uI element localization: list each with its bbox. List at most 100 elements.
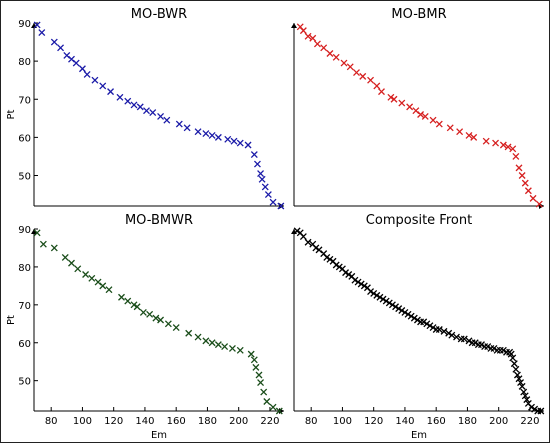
data-point-marker <box>512 152 520 160</box>
panel-title: MO-BMWR <box>125 213 193 228</box>
data-point-marker <box>299 233 307 241</box>
data-point-marker <box>401 308 409 316</box>
x-tick-label: 160 <box>427 416 446 427</box>
data-point-marker <box>496 346 504 354</box>
y-axis-arrow <box>31 229 37 234</box>
data-point-marker <box>149 109 157 117</box>
data-point-marker <box>264 191 272 199</box>
data-point-marker <box>304 238 312 246</box>
data-point-marker <box>257 170 265 178</box>
data-point-marker <box>157 112 165 120</box>
x-tick-label: 220 <box>260 416 279 427</box>
data-point-marker <box>517 379 525 387</box>
y-tick-label: 60 <box>18 339 31 350</box>
data-point-marker <box>370 289 378 297</box>
data-point-marker <box>304 32 312 40</box>
data-point-marker <box>124 297 132 305</box>
y-axis-label: Pt <box>6 315 17 325</box>
data-point-marker <box>376 293 384 301</box>
data-point-marker <box>309 34 317 42</box>
y-tick-label: 80 <box>18 57 31 68</box>
data-point-marker <box>378 88 385 96</box>
data-point-marker <box>91 76 99 84</box>
data-point-marker <box>105 286 113 294</box>
data-point-marker <box>253 160 261 168</box>
data-point-marker <box>465 132 473 139</box>
panel-title: MO-BWR <box>131 7 187 22</box>
data-point-marker <box>404 310 412 318</box>
y-tick-label: 90 <box>18 19 31 30</box>
data-point-marker <box>194 333 202 341</box>
data-point-marker <box>320 44 328 52</box>
data-point-marker <box>175 120 183 128</box>
y-tick-label: 60 <box>18 133 31 144</box>
data-point-marker <box>346 63 354 71</box>
data-point-marker <box>509 354 517 362</box>
data-point-marker <box>423 320 431 328</box>
data-point-marker <box>263 398 271 405</box>
data-point-marker <box>214 133 222 141</box>
data-point-marker <box>465 337 473 345</box>
data-point-marker <box>537 407 545 415</box>
data-point-marker <box>520 388 528 396</box>
data-point-marker <box>244 141 252 149</box>
data-point-marker <box>116 93 124 101</box>
data-point-marker <box>78 65 86 73</box>
x-tick-label: 200 <box>489 416 508 427</box>
data-point-marker <box>277 202 285 210</box>
data-point-marker <box>507 350 515 358</box>
data-point-marker <box>214 341 222 349</box>
data-point-marker <box>528 403 535 411</box>
data-point-marker <box>351 276 359 284</box>
data-point-marker <box>118 293 125 301</box>
data-point-marker <box>269 198 277 206</box>
data-point-marker <box>252 363 260 371</box>
data-point-marker <box>221 343 229 351</box>
data-point-marker <box>523 396 531 404</box>
data-point-marker <box>484 343 492 351</box>
data-point-marker <box>435 326 443 333</box>
data-point-marker <box>261 183 269 191</box>
data-point-marker <box>99 82 107 90</box>
data-point-marker <box>260 388 268 396</box>
data-point-marker <box>429 324 437 332</box>
data-point-marker <box>492 139 500 147</box>
data-point-marker <box>255 371 263 379</box>
data-point-marker <box>510 360 518 368</box>
x-tick-label: 80 <box>305 416 318 427</box>
data-point-marker <box>99 282 107 290</box>
y-tick-label: 80 <box>18 263 31 274</box>
data-point-marker <box>499 141 507 149</box>
data-point-marker <box>410 314 418 322</box>
data-point-marker <box>390 95 398 103</box>
data-point-marker <box>435 120 443 128</box>
data-point-marker <box>429 116 437 124</box>
data-point-marker <box>499 346 507 354</box>
data-point-marker <box>332 261 340 269</box>
x-tick-label: 200 <box>229 416 248 427</box>
data-point-marker <box>513 371 521 379</box>
data-point-marker <box>359 72 367 80</box>
y-tick-label: 70 <box>18 301 31 312</box>
data-point-marker <box>385 299 393 307</box>
data-point-marker <box>107 88 115 96</box>
data-point-marker <box>518 382 526 390</box>
data-point-marker <box>357 280 365 288</box>
x-tick-label: 120 <box>104 416 123 427</box>
data-point-marker <box>373 82 381 90</box>
data-point-marker <box>373 291 381 299</box>
data-point-marker <box>185 329 193 337</box>
data-point-marker <box>136 103 144 111</box>
data-point-marker <box>163 116 171 124</box>
data-point-marker <box>236 139 244 147</box>
data-point-marker <box>407 312 415 320</box>
y-axis-label: Pt <box>6 109 17 119</box>
panel-title: MO-BMR <box>391 7 446 22</box>
data-point-marker <box>413 316 421 324</box>
data-point-marker <box>326 50 334 57</box>
data-point-marker <box>531 405 539 413</box>
data-point-marker <box>421 112 429 120</box>
data-point-marker <box>353 69 360 77</box>
data-point-marker <box>426 322 434 330</box>
